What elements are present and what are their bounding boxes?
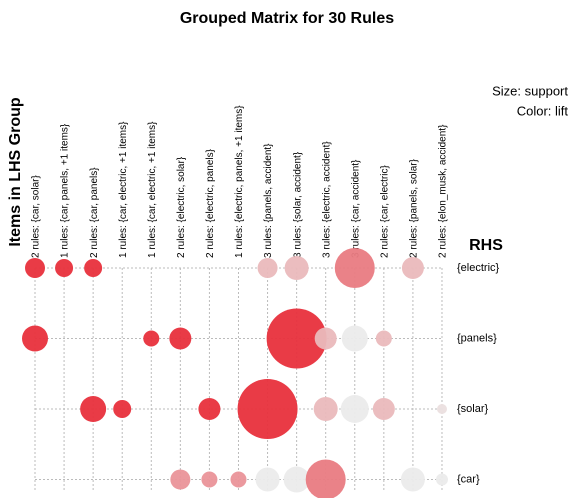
column-label: 2 rules: {panels, solar} <box>409 158 420 258</box>
row-label: {car} <box>457 473 480 485</box>
bubble <box>257 258 278 278</box>
column-label: 1 rules: {car, panels, +1 items} <box>60 123 71 258</box>
bubble <box>143 330 160 347</box>
column-label: 3 rules: {panels, accident} <box>263 143 274 258</box>
bubble <box>169 327 192 350</box>
bubble <box>55 259 74 277</box>
bubble <box>84 259 103 277</box>
x-axis-label: Items in LHS Group <box>7 97 24 247</box>
column-label: 2 rules: {elon_musk, accident} <box>438 124 449 258</box>
bubble <box>314 327 337 350</box>
column-label: 1 rules: {electric, panels, +1 items} <box>234 105 245 258</box>
bubble <box>266 308 327 369</box>
column-label: 2 rules: {car, solar} <box>31 175 42 258</box>
bubble <box>340 395 369 423</box>
bubble <box>255 467 280 492</box>
bubble <box>198 398 221 420</box>
bubble <box>334 248 375 288</box>
column-label: 2 rules: {electric, panels} <box>205 148 216 258</box>
bubble <box>401 257 424 279</box>
column-label: 2 rules: {car, electric} <box>379 165 390 258</box>
column-label: 3 rules: {electric, accident} <box>321 141 332 258</box>
bubble <box>400 467 425 492</box>
column-label: 3 rules: {car, accident} <box>350 159 361 258</box>
bubble <box>305 459 346 500</box>
column-label: 3 rules: {solar, accident} <box>292 151 303 258</box>
bubble <box>237 379 298 439</box>
y-axis-label: RHS <box>469 237 503 254</box>
bubble <box>375 330 392 347</box>
bubble <box>313 397 338 421</box>
bubble <box>25 258 45 278</box>
bubble <box>230 471 247 488</box>
bubble <box>341 325 368 352</box>
bubble <box>170 469 191 490</box>
size-legend: Size: support <box>492 83 568 98</box>
column-label: 1 rules: {car, electric, +1 items} <box>118 121 129 258</box>
bubble <box>284 256 309 280</box>
column-label: 2 rules: {electric, solar} <box>176 156 187 258</box>
bubble <box>436 404 447 414</box>
bubble <box>283 466 310 493</box>
bubble <box>201 471 218 488</box>
row-label: {panels} <box>457 332 497 344</box>
bubble <box>80 396 107 422</box>
bubble <box>113 400 132 418</box>
column-label: 2 rules: {car, panels} <box>89 167 100 258</box>
row-label: {solar} <box>457 403 489 415</box>
row-label: {electric} <box>457 262 500 274</box>
bubble <box>435 473 448 486</box>
color-legend: Color: lift <box>517 103 569 118</box>
bubble <box>372 398 395 420</box>
bubble <box>22 325 48 352</box>
chart-title: Grouped Matrix for 30 Rules <box>180 10 394 27</box>
column-label: 1 rules: {car, electric, +1 items} <box>147 121 158 258</box>
